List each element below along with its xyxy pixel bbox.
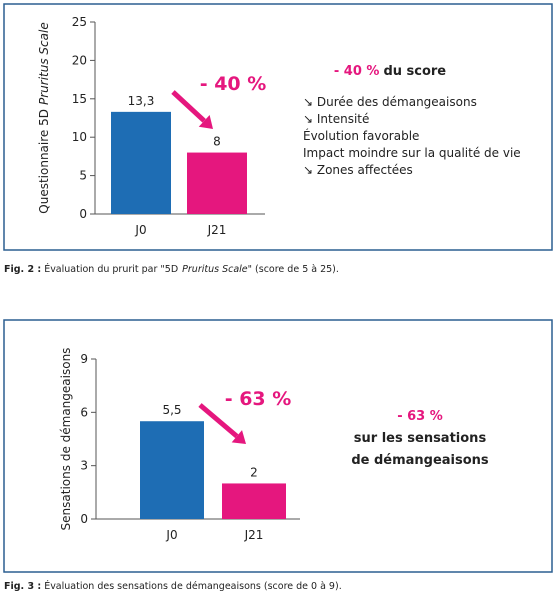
summary-line: sur les sensations xyxy=(354,431,487,446)
caption-part: Pruritus Scale xyxy=(182,264,248,275)
value-label: 2 xyxy=(250,465,258,479)
y-axis-label-part: Sensations de démangeaisons xyxy=(59,348,73,531)
summary-line: de démangeaisons xyxy=(351,453,489,468)
y-tick-label: 25 xyxy=(72,15,87,29)
y-tick-label: 9 xyxy=(80,352,88,366)
arrow-head xyxy=(198,114,213,129)
note: ↘ Zones affectées xyxy=(303,163,413,177)
caption: Fig. 2 : Évaluation du prurit par "5D Prur… xyxy=(4,263,339,275)
y-axis-label: Sensations de démangeaisons xyxy=(59,348,73,531)
y-tick-label: 20 xyxy=(72,53,87,67)
note: ↘ Intensité xyxy=(303,112,369,126)
arrow-head xyxy=(231,430,246,444)
note: ↘ Durée des démangeaisons xyxy=(303,95,477,109)
figure-frame xyxy=(3,319,553,573)
summary-line: - 63 % xyxy=(397,409,443,424)
x-tick-label: J21 xyxy=(207,223,227,237)
summary-part: - 40 % xyxy=(334,64,380,79)
y-tick-label: 10 xyxy=(72,130,87,144)
summary: - 40 % du score xyxy=(334,64,446,79)
x-tick-label: J0 xyxy=(165,528,177,542)
annotation: - 63 % xyxy=(225,388,292,410)
caption-part: " (score de 5 à 25). xyxy=(248,264,339,275)
y-axis-label-part: Questionnaire 5D xyxy=(37,109,51,214)
figure-frame xyxy=(3,3,553,251)
value-label: 13,3 xyxy=(128,94,155,108)
x-tick-label: J0 xyxy=(134,223,146,237)
y-tick-label: 0 xyxy=(80,512,88,526)
annotation: - 40 % xyxy=(200,73,267,95)
y-axis-label-part: Pruritus Scale xyxy=(37,22,51,105)
bar xyxy=(222,483,286,519)
y-tick-label: 0 xyxy=(79,207,87,221)
caption: Fig. 3 : Évaluation des sensations de dém… xyxy=(4,580,342,592)
value-label: 8 xyxy=(213,135,221,149)
y-tick-label: 6 xyxy=(80,405,88,419)
y-tick-label: 3 xyxy=(80,459,88,473)
bar xyxy=(187,152,247,214)
note: Impact moindre sur la qualité de vie xyxy=(303,146,521,160)
arrow-shaft xyxy=(198,403,239,439)
bar xyxy=(111,111,171,214)
x-tick-label: J21 xyxy=(244,528,264,542)
y-tick-label: 5 xyxy=(79,169,87,183)
summary-part: du score xyxy=(383,64,446,79)
bar xyxy=(140,421,204,519)
y-tick-label: 15 xyxy=(72,92,87,106)
caption-part: Évaluation du prurit par "5D xyxy=(44,263,178,275)
caption-part: Fig. 3 : xyxy=(4,581,41,592)
value-label: 5,5 xyxy=(162,403,181,417)
caption-part: Fig. 2 : xyxy=(4,264,41,275)
y-axis-label: Questionnaire 5D Pruritus Scale xyxy=(37,22,51,213)
arrow-shaft xyxy=(171,90,206,123)
note: Évolution favorable xyxy=(303,128,419,143)
caption-part: Évaluation des sensations de démangeaiso… xyxy=(44,580,342,592)
